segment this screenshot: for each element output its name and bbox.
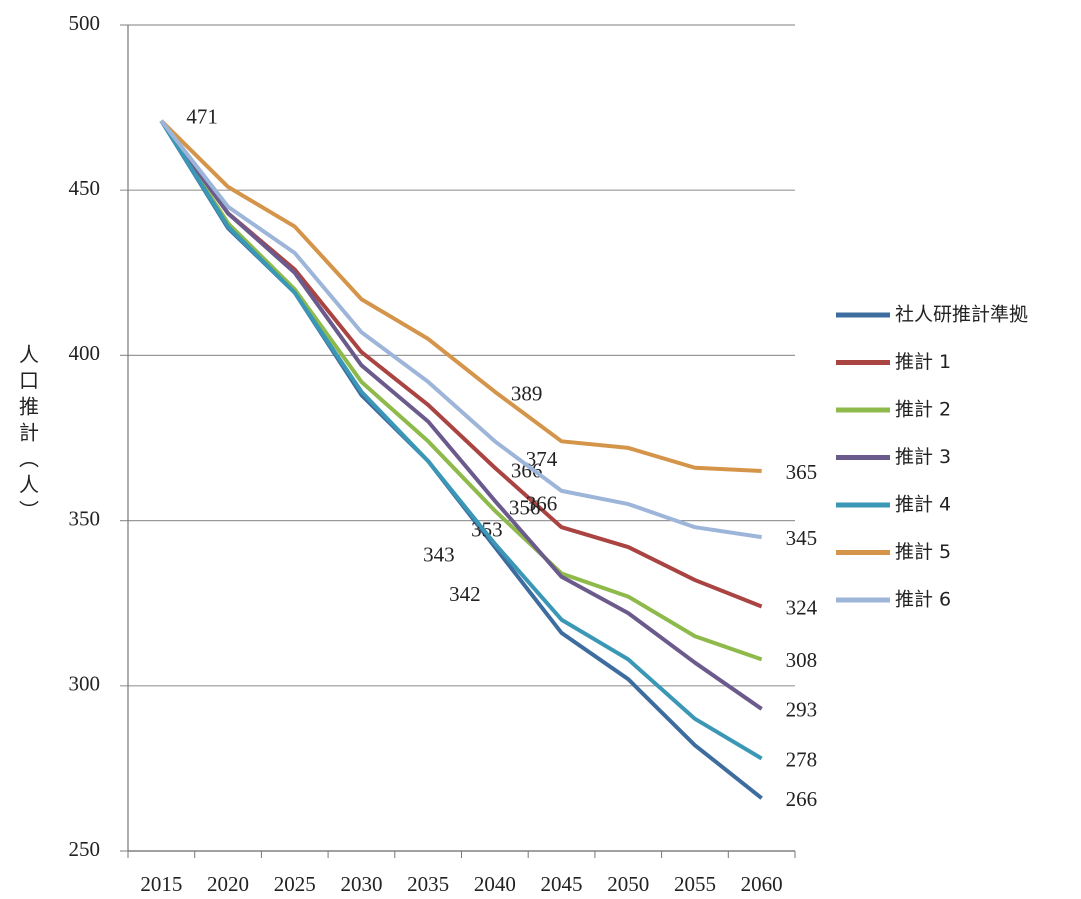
series-line — [159, 119, 762, 540]
legend-label: 社人研推計準拠 — [895, 304, 1028, 326]
data-label: 324 — [786, 595, 818, 619]
x-tick-label: 2035 — [407, 872, 449, 896]
y-tick-label: 450 — [69, 176, 101, 200]
legend-label: 推計 2 — [895, 399, 951, 421]
y-axis-title: 人口推計（人） — [16, 344, 40, 526]
y-tick-label: 350 — [69, 506, 101, 530]
data-label: 365 — [786, 460, 818, 484]
y-tick-label: 250 — [69, 837, 101, 861]
series-line — [159, 119, 763, 711]
x-tick-label: 2020 — [207, 872, 249, 896]
data-label: 293 — [786, 698, 818, 722]
data-label: 278 — [786, 747, 818, 771]
data-label: 356 — [509, 496, 540, 520]
data-label: 345 — [786, 526, 818, 550]
x-tick-label: 2015 — [140, 872, 182, 896]
x-tick-label: 2045 — [541, 872, 583, 896]
data-label: 308 — [786, 648, 818, 672]
x-tick-label: 2050 — [607, 872, 649, 896]
data-label: 342 — [449, 582, 481, 606]
x-tick-label: 2030 — [340, 872, 382, 896]
data-label: 266 — [786, 787, 818, 811]
series-line — [159, 119, 763, 662]
series-line — [159, 119, 762, 474]
x-tick-label: 2025 — [274, 872, 316, 896]
legend-label: 推計 6 — [895, 589, 951, 611]
series-line — [159, 119, 763, 761]
data-label: 343 — [423, 543, 455, 567]
legend-label: 推計 5 — [895, 541, 951, 563]
data-label: 389 — [511, 382, 542, 406]
data-label: 366 — [526, 492, 558, 516]
y-tick-label: 400 — [69, 341, 101, 365]
y-tick-label: 300 — [69, 672, 101, 696]
data-label: 471 — [186, 105, 218, 129]
x-tick-label: 2055 — [674, 872, 716, 896]
x-tick-label: 2040 — [474, 872, 516, 896]
y-tick-label: 500 — [69, 11, 101, 35]
x-tick-label: 2060 — [741, 872, 783, 896]
legend-label: 推計 4 — [895, 494, 951, 516]
legend-label: 推計 3 — [895, 446, 951, 468]
legend-label: 推計 1 — [895, 351, 951, 373]
